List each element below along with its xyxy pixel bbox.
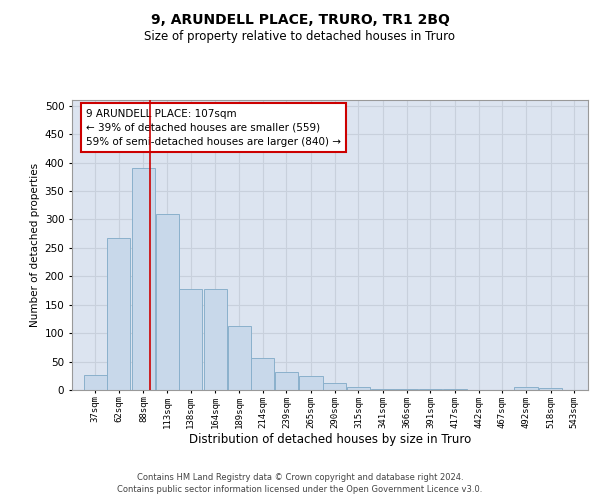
Bar [83, 374, 107, 390]
Bar [251, 358, 274, 390]
Bar [299, 376, 323, 390]
Text: 9, ARUNDELL PLACE, TRURO, TR1 2BQ: 9, ARUNDELL PLACE, TRURO, TR1 2BQ [151, 12, 449, 26]
Bar [227, 326, 251, 390]
Bar [107, 238, 130, 390]
Bar [539, 388, 562, 390]
Bar [204, 289, 227, 390]
Bar [155, 214, 179, 390]
Bar [323, 383, 346, 390]
Bar [132, 168, 155, 390]
Bar [514, 387, 538, 390]
X-axis label: Distribution of detached houses by size in Truro: Distribution of detached houses by size … [189, 434, 471, 446]
Bar [275, 372, 298, 390]
Text: Contains public sector information licensed under the Open Government Licence v3: Contains public sector information licen… [118, 485, 482, 494]
Y-axis label: Number of detached properties: Number of detached properties [31, 163, 40, 327]
Bar [179, 289, 202, 390]
Bar [347, 386, 370, 390]
Text: 9 ARUNDELL PLACE: 107sqm
← 39% of detached houses are smaller (559)
59% of semi-: 9 ARUNDELL PLACE: 107sqm ← 39% of detach… [86, 108, 341, 146]
Text: Contains HM Land Registry data © Crown copyright and database right 2024.: Contains HM Land Registry data © Crown c… [137, 472, 463, 482]
Text: Size of property relative to detached houses in Truro: Size of property relative to detached ho… [145, 30, 455, 43]
